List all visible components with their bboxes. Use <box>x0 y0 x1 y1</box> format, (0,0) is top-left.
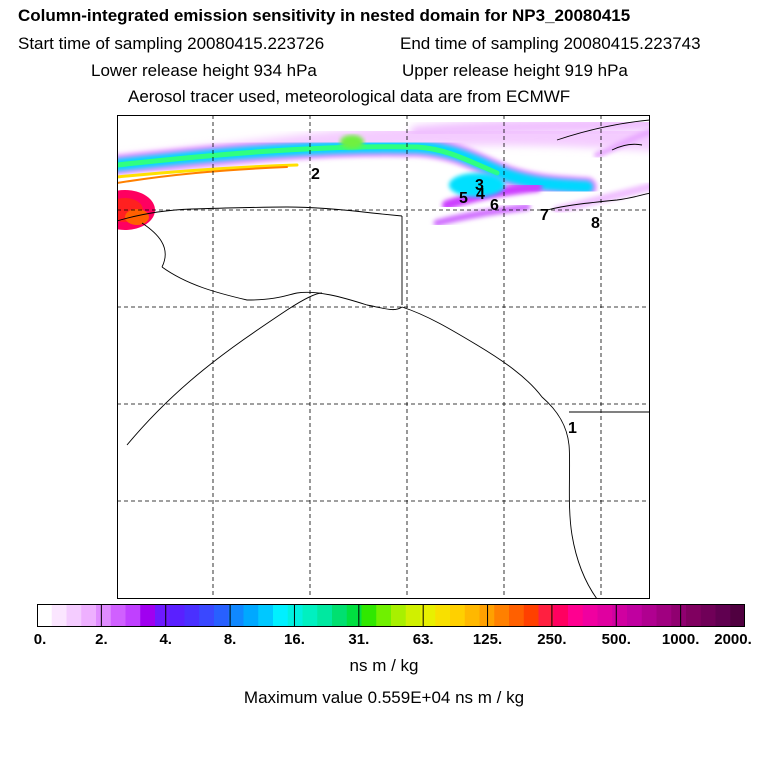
start-sampling-label: Start time of sampling 20080415.223726 <box>18 34 325 53</box>
colorbar-cell <box>568 604 584 627</box>
colorbar-tick-label: 8. <box>223 631 237 648</box>
point-label: 5 <box>459 190 468 207</box>
point-label: 2 <box>311 166 320 183</box>
colorbar-cell <box>730 604 745 627</box>
colorbar-cell <box>715 604 731 627</box>
colorbar-cell <box>686 604 702 627</box>
colorbar-tick-label: 2. <box>95 631 108 648</box>
colorbar-cell <box>125 604 141 627</box>
colorbar-tick-label: 31. <box>348 631 370 648</box>
colorbar-cell <box>656 604 672 627</box>
colorbar-cell <box>582 604 598 627</box>
colorbar <box>37 604 745 627</box>
colorbar-cell <box>243 604 259 627</box>
colorbar-cell <box>110 604 126 627</box>
point-label: 6 <box>490 197 499 214</box>
point-label: 1 <box>568 420 577 437</box>
emission-plume <box>117 116 650 227</box>
colorbar-cell <box>37 604 53 627</box>
point-label: 3 <box>475 177 484 194</box>
colorbar-tick-label: 4. <box>159 631 172 648</box>
colorbar-tick-label: 500. <box>601 631 631 648</box>
colorbar-cell <box>346 604 362 627</box>
colorbar-cell <box>435 604 451 627</box>
colorbar-cell <box>376 604 392 627</box>
colorbar-cell <box>140 604 156 627</box>
end-sampling-label: End time of sampling 20080415.223743 <box>400 34 701 53</box>
colorbar-cell <box>66 604 82 627</box>
lower-release-label: Lower release height 934 hPa <box>91 61 317 80</box>
colorbar-cell <box>612 604 628 627</box>
colorbar-cell <box>169 604 185 627</box>
colorbar-tick-label: 16. <box>284 631 305 648</box>
colorbar-cell <box>464 604 480 627</box>
emission-sensitivity-map: 2 3 4 5 6 7 8 1 <box>117 115 650 599</box>
colorbar-cell <box>199 604 215 627</box>
colorbar-cell <box>700 604 716 627</box>
colorbar-cell <box>96 604 112 627</box>
colorbar-cell <box>51 604 67 627</box>
colorbar-cell <box>450 604 466 627</box>
colorbar-cell <box>523 604 539 627</box>
point-label: 4 <box>476 186 485 203</box>
colorbar-tick-label: 1000. <box>661 631 700 648</box>
colorbar-cell <box>509 604 525 627</box>
colorbar-cell <box>273 604 289 627</box>
colorbar-tick-label: 63. <box>412 631 434 648</box>
colorbar-cell <box>155 604 171 627</box>
colorbar-cell <box>214 604 230 627</box>
map-background <box>117 115 650 599</box>
coastline <box>117 119 650 599</box>
colorbar-cell <box>494 604 510 627</box>
colorbar-cell <box>391 604 407 627</box>
point-label: 8 <box>591 215 600 232</box>
colorbar-cell <box>641 604 657 627</box>
colorbar-tick-label: 2000. <box>714 631 752 648</box>
colorbar-units: ns m / kg <box>349 656 419 675</box>
grid-lines <box>117 115 650 599</box>
colorbar-cell <box>228 604 244 627</box>
colorbar-cell <box>184 604 200 627</box>
colorbar-cell <box>302 604 318 627</box>
colorbar-cell <box>671 604 687 627</box>
colorbar-tick-label: 250. <box>537 631 567 648</box>
colorbar-cell <box>420 604 436 627</box>
colorbar-tick-label: 0. <box>33 631 47 648</box>
upper-release-label: Upper release height 919 hPa <box>402 61 628 80</box>
maximum-value-label: Maximum value 0.559E+04 ns m / kg <box>243 688 525 707</box>
colorbar-cell <box>538 604 554 627</box>
map-frame <box>117 115 650 599</box>
colorbar-cell <box>627 604 643 627</box>
colorbar-cell <box>597 604 613 627</box>
colorbar-tick-label: 125. <box>472 631 503 648</box>
colorbar-frame <box>37 604 745 627</box>
colorbar-cell <box>553 604 569 627</box>
colorbar-cell <box>81 604 97 627</box>
colorbar-cell <box>258 604 274 627</box>
point-label: 7 <box>540 207 549 224</box>
colorbar-cell <box>317 604 333 627</box>
tracer-note: Aerosol tracer used, meteorological data… <box>128 87 571 106</box>
colorbar-cell <box>405 604 421 627</box>
plot-title: Column-integrated emission sensitivity i… <box>18 6 631 25</box>
colorbar-cell <box>287 604 303 627</box>
colorbar-cell <box>332 604 348 627</box>
colorbar-cell <box>361 604 377 627</box>
